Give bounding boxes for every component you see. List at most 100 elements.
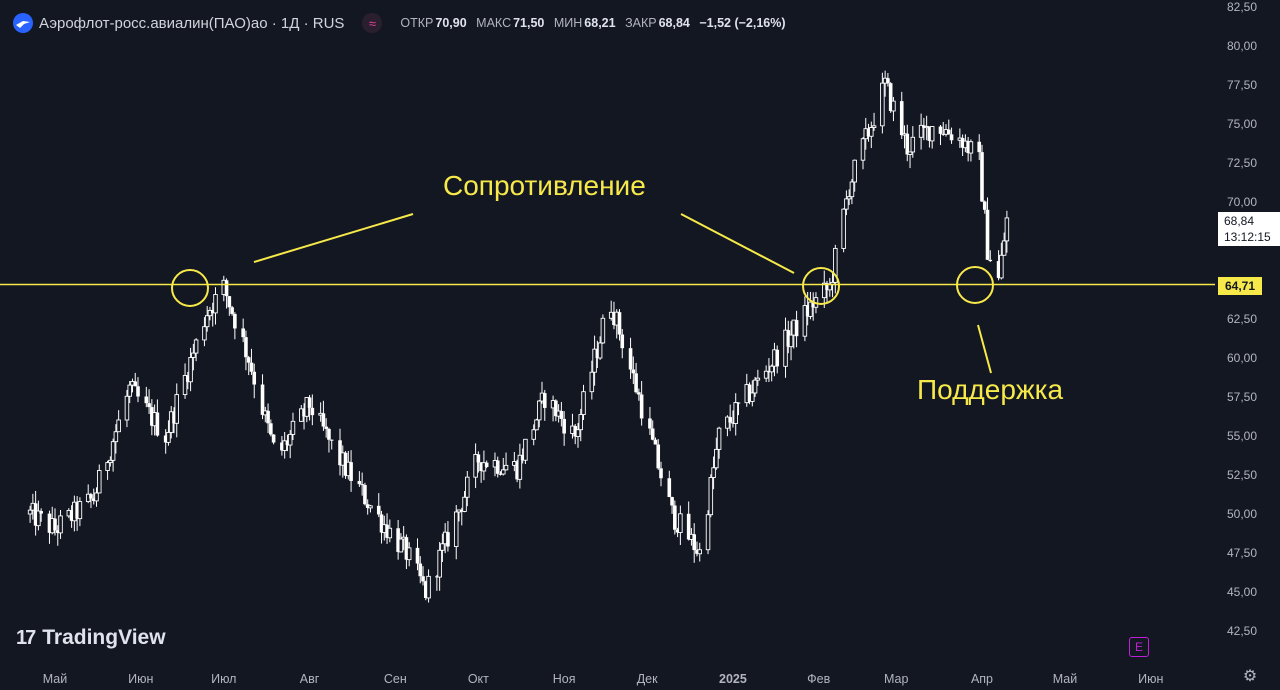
candle-body-down [985,209,990,260]
candle-body-up [27,509,33,515]
candle-body-down [866,128,871,137]
candle-body-down [960,138,965,148]
candle-body-down [75,502,79,519]
candle-body-down [650,428,655,440]
wave-icon[interactable]: ≈ [362,13,383,33]
candle-body-up [191,352,196,358]
candle-body-up [182,375,188,396]
candle-body-down [329,439,334,441]
candle-body-down [639,394,644,419]
close-label: ЗАКР [625,16,657,30]
candle-body-down [667,478,672,498]
y-tick-label: 80,00 [1227,39,1257,53]
candle-body-down [617,312,622,335]
candle-body-down [252,371,257,385]
aeroflot-logo-icon[interactable] [13,13,33,33]
y-tick-label: 45,00 [1227,585,1257,599]
candle-body-up [752,379,758,394]
time-axis[interactable]: Май Июн Июл Авг Сен Окт Ноя Дек 2025 Фев Мар Апр Май… [43,672,1164,686]
candle-body-down [69,510,74,521]
candle-body-down [446,532,450,547]
level-price-label: 64,71 [1218,277,1262,295]
resistance-annotation[interactable]: Сопротивление [443,170,646,201]
candle-body-up [910,136,916,153]
x-tick-label: 2025 [719,672,747,686]
candle-body-up [708,477,714,516]
x-tick-label: Ноя [553,672,576,686]
candle-body-down [133,381,138,387]
candle-body-up [108,459,113,464]
candle-body-down [53,518,57,531]
candle-body-down [33,503,38,526]
candle-body-down [573,426,578,437]
candle-body-up [465,476,470,498]
candle-body-up [174,394,180,424]
candle-body-up [77,501,83,520]
candle-body-down [476,454,481,463]
candle-body-down [946,129,951,135]
candle-body-up [714,448,719,469]
candle-body-down [186,375,190,382]
candle-body-up [880,82,885,127]
candle-body-up [287,433,293,446]
candle-body-down [977,141,982,153]
x-tick-label: Июн [128,672,153,686]
candle-body-down [631,369,636,374]
support-annotation[interactable]: Поддержка [917,374,1064,405]
price-axis[interactable]: 82,50 80,00 77,50 75,00 72,50 70,00 62,50 60,00… [1227,0,1257,638]
candle-body-down [39,511,43,514]
x-tick-label: Сен [384,672,407,686]
candle-body-up [592,348,597,373]
candle-body-down [811,302,815,308]
candle-body-up [290,420,296,435]
candle-body-down [825,283,829,290]
candle-body-up [581,391,586,416]
earnings-badge-icon[interactable]: E [1129,637,1149,657]
candle-body-up [193,339,199,354]
annotation-lines [253,213,992,374]
annotation-circle [171,269,209,307]
gear-icon[interactable]: ⚙ [1242,668,1258,685]
annotation-circle [956,266,994,304]
candle-body-up [575,429,581,437]
y-tick-label: 62,50 [1227,312,1257,326]
candle-body-down [172,411,176,424]
candle-body-down [653,439,658,445]
candle-body-down [747,384,752,402]
candle-body-up [711,467,716,478]
candle-body-down [249,362,254,372]
low-label: МИН [553,16,583,30]
candle-body-down [673,505,677,530]
candle-body-up [841,208,846,249]
symbol-title[interactable]: Аэрофлот-росс.авиалин(ПАО)ао · 1Д · RUS [39,14,345,32]
candle-body-up [600,317,606,344]
tradingview-mark-icon: 17 [16,626,36,649]
candle-body-down [327,428,331,440]
x-tick-label: Дек [637,672,658,686]
candle-body-up [473,454,478,478]
candle-body-up [808,301,813,317]
candle-body-down [55,530,60,533]
candle-body-down [343,452,348,476]
candle-body-up [523,438,528,461]
tradingview-logo[interactable]: 17 TradingView [16,626,166,650]
candle-body-down [988,259,993,262]
candle-body-down [612,312,616,326]
candle-body-down [246,357,251,363]
candle-body-down [360,484,364,486]
candle-body-up [36,510,41,527]
candle-body-down [155,412,160,436]
candle-body-down [241,328,245,338]
candle-body-down [905,133,910,155]
candle-body-down [938,126,943,134]
candle-body-up [188,357,193,383]
candle-body-down [728,417,732,423]
candle-body-down [269,423,273,435]
candle-body-down [136,386,140,397]
candle-body-down [498,473,503,475]
candle-body-up [869,127,874,137]
candle-body-up [860,138,866,161]
candle-body-down [423,581,428,598]
candle-body-up [755,377,761,381]
